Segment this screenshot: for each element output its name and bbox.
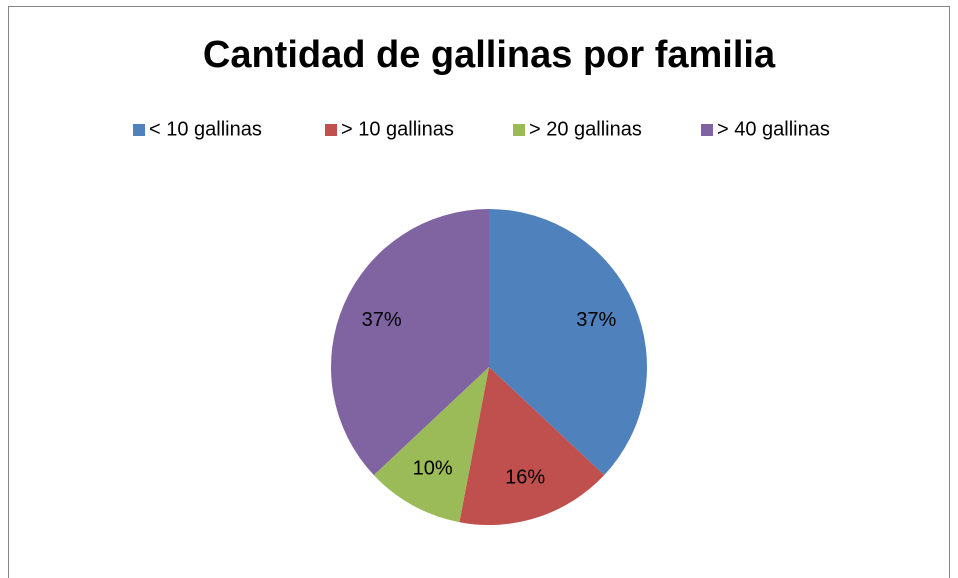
legend-swatch bbox=[325, 124, 337, 136]
pie-slice bbox=[489, 209, 647, 476]
legend-label: < 10 gallinas bbox=[149, 118, 262, 140]
legend-swatch bbox=[701, 124, 713, 136]
pie-slice bbox=[459, 367, 605, 525]
data-label: 16% bbox=[505, 466, 545, 488]
legend-label: > 10 gallinas bbox=[341, 118, 454, 140]
pie-slice bbox=[331, 209, 489, 476]
chart-title: Cantidad de gallinas por familia bbox=[203, 34, 776, 76]
data-label: 37% bbox=[576, 309, 616, 331]
legend-swatch bbox=[513, 124, 525, 136]
pie-slice bbox=[373, 367, 489, 523]
legend-label: > 40 gallinas bbox=[717, 118, 830, 140]
data-label: 10% bbox=[413, 458, 453, 480]
legend-swatch bbox=[133, 124, 145, 136]
data-label: 37% bbox=[362, 309, 402, 331]
legend-label: > 20 gallinas bbox=[529, 118, 642, 140]
